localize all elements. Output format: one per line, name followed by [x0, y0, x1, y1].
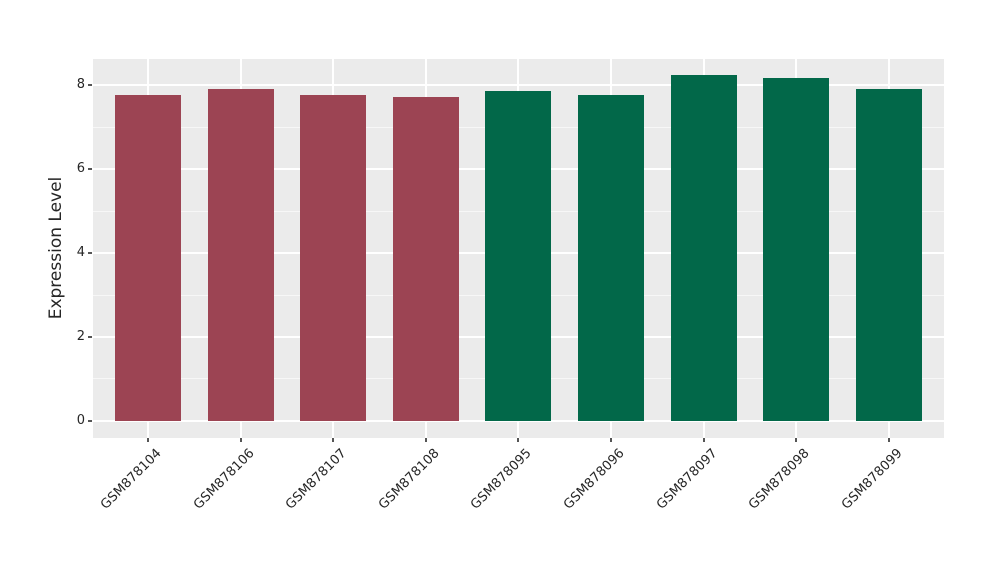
y-tick-mark: [88, 168, 92, 171]
bar: [670, 75, 737, 421]
y-tick-label: 8: [76, 77, 85, 93]
bar: [300, 95, 367, 421]
bar: [115, 95, 181, 421]
x-tick-mark: [702, 438, 705, 442]
y-tick-mark: [88, 335, 92, 338]
x-tick-mark: [147, 438, 149, 442]
bar: [485, 90, 552, 421]
y-tick-label: 2: [76, 328, 85, 344]
bar: [763, 77, 830, 421]
bar: [578, 95, 644, 421]
x-tick-mark: [239, 438, 242, 442]
x-tick-mark: [795, 438, 798, 442]
y-tick-mark: [88, 419, 92, 422]
x-tick-mark: [887, 438, 890, 442]
bar: [207, 89, 274, 421]
y-tick-mark: [88, 252, 92, 255]
x-tick-mark: [332, 438, 335, 442]
x-tick-mark: [610, 438, 612, 442]
y-tick-mark: [88, 84, 92, 87]
y-tick-label: 0: [76, 412, 85, 428]
plot-panel: [93, 59, 944, 438]
x-tick-mark: [517, 438, 520, 442]
bar: [855, 89, 922, 421]
x-tick-mark: [424, 438, 427, 442]
y-tick-label: 6: [76, 161, 85, 177]
y-tick-label: 4: [76, 245, 85, 261]
bar: [392, 96, 459, 421]
